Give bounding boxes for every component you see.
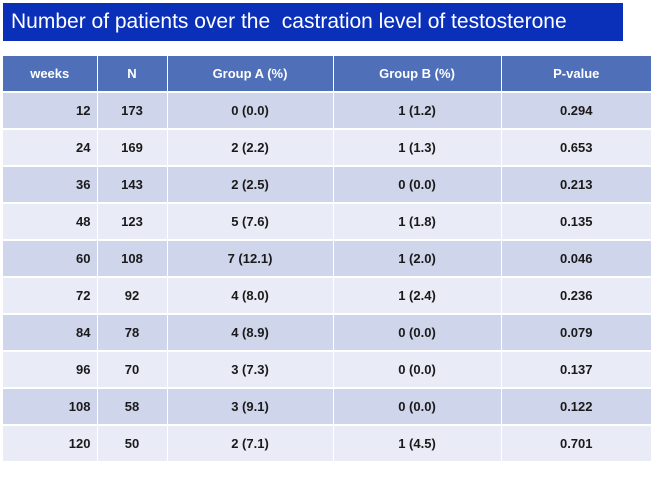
- cell-n: 143: [97, 166, 168, 204]
- cell-group-b: 1 (1.3): [333, 129, 502, 167]
- cell-p-value: 0.135: [501, 203, 651, 241]
- cell-p-value: 0.122: [501, 388, 651, 426]
- cell-group-a: 4 (8.0): [167, 277, 334, 315]
- cell-group-b: 0 (0.0): [333, 388, 502, 426]
- table-row: 12 173 0 (0.0) 1 (1.2) 0.294: [3, 92, 651, 130]
- cell-group-a: 2 (2.5): [167, 166, 334, 204]
- cell-group-a: 0 (0.0): [167, 92, 334, 130]
- cell-n: 58: [97, 388, 168, 426]
- column-header-p-value: P-value: [501, 56, 651, 93]
- cell-p-value: 0.046: [501, 240, 651, 278]
- table-row: 120 50 2 (7.1) 1 (4.5) 0.701: [3, 425, 651, 463]
- cell-group-a: 7 (12.1): [167, 240, 334, 278]
- cell-group-a: 2 (2.2): [167, 129, 334, 167]
- cell-group-b: 1 (4.5): [333, 425, 502, 463]
- cell-group-a: 4 (8.9): [167, 314, 334, 352]
- cell-n: 123: [97, 203, 168, 241]
- cell-group-a: 3 (9.1): [167, 388, 334, 426]
- cell-group-b: 0 (0.0): [333, 166, 502, 204]
- cell-n: 108: [97, 240, 168, 278]
- table-row: 84 78 4 (8.9) 0 (0.0) 0.079: [3, 314, 651, 352]
- cell-group-a: 5 (7.6): [167, 203, 334, 241]
- table-row: 96 70 3 (7.3) 0 (0.0) 0.137: [3, 351, 651, 389]
- cell-weeks: 12: [3, 92, 98, 130]
- table-row: 24 169 2 (2.2) 1 (1.3) 0.653: [3, 129, 651, 167]
- table-row: 72 92 4 (8.0) 1 (2.4) 0.236: [3, 277, 651, 315]
- cell-p-value: 0.213: [501, 166, 651, 204]
- cell-n: 50: [97, 425, 168, 463]
- cell-n: 92: [97, 277, 168, 315]
- cell-group-b: 1 (1.8): [333, 203, 502, 241]
- table-row: 108 58 3 (9.1) 0 (0.0) 0.122: [3, 388, 651, 426]
- cell-p-value: 0.236: [501, 277, 651, 315]
- cell-group-b: 1 (2.0): [333, 240, 502, 278]
- cell-p-value: 0.137: [501, 351, 651, 389]
- cell-weeks: 108: [3, 388, 98, 426]
- cell-p-value: 0.294: [501, 92, 651, 130]
- cell-p-value: 0.701: [501, 425, 651, 463]
- column-header-n: N: [97, 56, 168, 93]
- cell-weeks: 48: [3, 203, 98, 241]
- cell-weeks: 36: [3, 166, 98, 204]
- cell-n: 70: [97, 351, 168, 389]
- cell-n: 173: [97, 92, 168, 130]
- cell-group-b: 1 (2.4): [333, 277, 502, 315]
- cell-group-b: 1 (1.2): [333, 92, 502, 130]
- table-header-row: weeks N Group A (%) Group B (%) P-value: [3, 56, 651, 93]
- cell-weeks: 60: [3, 240, 98, 278]
- cell-weeks: 96: [3, 351, 98, 389]
- patients-table: weeks N Group A (%) Group B (%) P-value …: [3, 56, 651, 463]
- column-header-weeks: weeks: [3, 56, 98, 93]
- table-row: 48 123 5 (7.6) 1 (1.8) 0.135: [3, 203, 651, 241]
- cell-weeks: 84: [3, 314, 98, 352]
- cell-group-a: 3 (7.3): [167, 351, 334, 389]
- cell-weeks: 24: [3, 129, 98, 167]
- cell-p-value: 0.653: [501, 129, 651, 167]
- cell-group-b: 0 (0.0): [333, 314, 502, 352]
- column-header-group-a: Group A (%): [167, 56, 334, 93]
- cell-group-a: 2 (7.1): [167, 425, 334, 463]
- cell-n: 78: [97, 314, 168, 352]
- cell-p-value: 0.079: [501, 314, 651, 352]
- table-row: 60 108 7 (12.1) 1 (2.0) 0.046: [3, 240, 651, 278]
- column-header-group-b: Group B (%): [333, 56, 502, 93]
- cell-n: 169: [97, 129, 168, 167]
- cell-weeks: 120: [3, 425, 98, 463]
- cell-weeks: 72: [3, 277, 98, 315]
- page-title: Number of patients over the castration l…: [3, 3, 623, 41]
- cell-group-b: 0 (0.0): [333, 351, 502, 389]
- table-row: 36 143 2 (2.5) 0 (0.0) 0.213: [3, 166, 651, 204]
